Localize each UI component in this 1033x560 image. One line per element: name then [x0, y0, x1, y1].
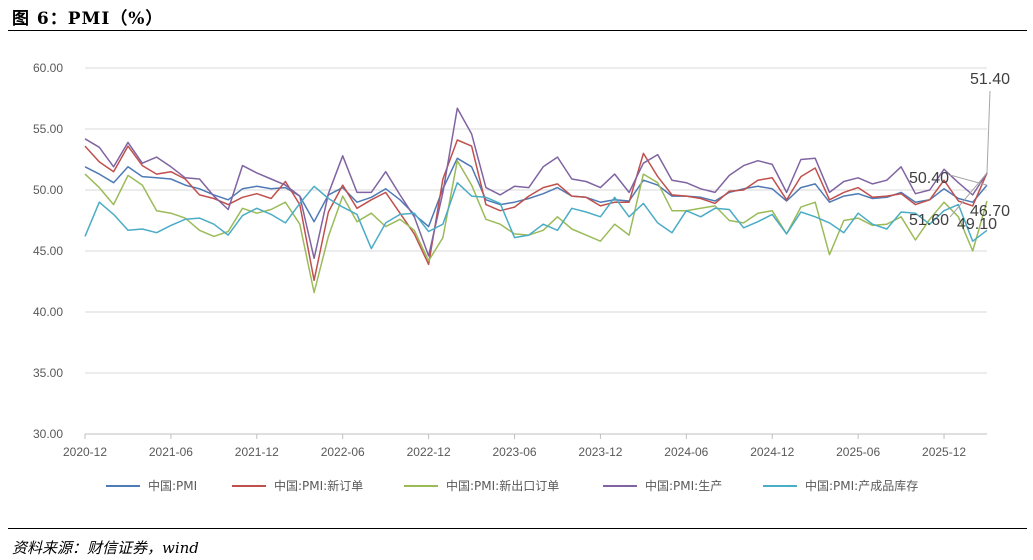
- y-tick-label: 30.00: [33, 427, 63, 441]
- series-line-4: [84, 107, 988, 260]
- series-line-1: [84, 157, 988, 228]
- y-tick-label: 55.00: [33, 122, 63, 136]
- y-tick-label: 50.00: [33, 183, 63, 197]
- x-tick-label: 2022-06: [321, 445, 365, 459]
- y-tick-label: 40.00: [33, 305, 63, 319]
- legend-label-4: 中国:PMI:生产: [645, 478, 722, 493]
- data-label: 51.60: [909, 212, 949, 229]
- x-tick-label: 2023-12: [578, 445, 622, 459]
- figure-title: 图 6：PMI（%）: [12, 9, 164, 29]
- callout-leader: [949, 174, 988, 186]
- legend-label-3: 中国:PMI:新出口订单: [446, 478, 559, 493]
- x-tick-label: 2023-06: [493, 445, 537, 459]
- legend-label-5: 中国:PMI:产成品库存: [805, 478, 918, 493]
- y-tick-label: 60.00: [33, 61, 63, 75]
- x-tick-label: 2022-12: [407, 445, 451, 459]
- data-label: 49.10: [957, 216, 997, 233]
- data-label: 46.70: [970, 203, 1010, 220]
- data-label: 51.40: [970, 71, 1010, 88]
- top-rule: [8, 30, 1027, 31]
- x-tick-label: 2021-12: [235, 445, 279, 459]
- series-line-5: [84, 181, 988, 250]
- source-note: 资料来源：财信证券，wind: [12, 539, 199, 557]
- legend-label-2: 中国:PMI:新订单: [274, 478, 363, 493]
- x-tick-label: 2025-06: [836, 445, 880, 459]
- x-tick-label: 2024-12: [750, 445, 794, 459]
- legend-label-1: 中国:PMI: [148, 478, 197, 493]
- callout-leader: [986, 90, 991, 173]
- x-tick-label: 2024-06: [664, 445, 708, 459]
- series-line-2: [84, 139, 988, 282]
- x-tick-label: 2020-12: [63, 445, 107, 459]
- y-tick-label: 45.00: [33, 244, 63, 258]
- x-tick-label: 2021-06: [149, 445, 193, 459]
- series-line-3: [84, 159, 988, 294]
- data-label: 50.40: [909, 170, 949, 187]
- x-tick-label: 2025-12: [922, 445, 966, 459]
- y-tick-label: 35.00: [33, 366, 63, 380]
- callout-leader: [949, 172, 988, 218]
- bottom-rule: [8, 528, 1027, 529]
